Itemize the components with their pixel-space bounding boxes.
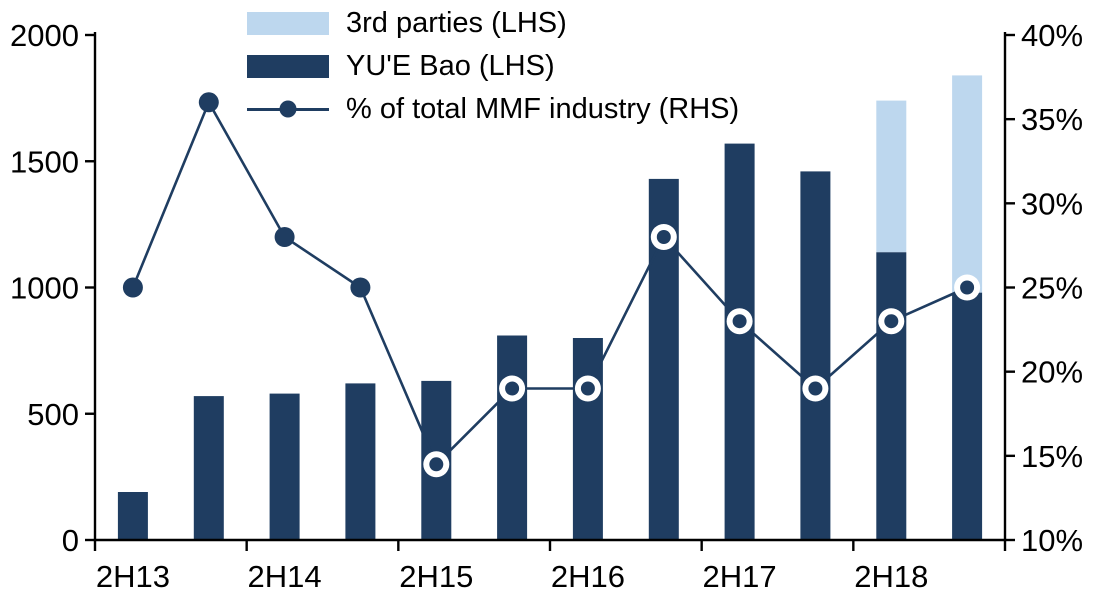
bar-yue-bao-1H14: [193, 396, 224, 540]
legend-item-pct-mmf: % of total MMF industry (RHS): [247, 92, 739, 126]
line-marker-icon: [505, 381, 520, 396]
line-marker-icon: [122, 277, 143, 298]
line-marker-icon: [350, 277, 371, 298]
right-axis-label: 25%: [1021, 271, 1083, 306]
legend-label-pct-mmf: % of total MMF industry (RHS): [346, 92, 740, 125]
line-marker-icon: [960, 280, 975, 295]
right-axis-label: 20%: [1021, 355, 1083, 390]
x-axis-label-2H18: 2H18: [854, 559, 928, 594]
x-axis-label-2H17: 2H17: [703, 559, 777, 594]
bar-yue-bao-2H18: [876, 252, 907, 540]
x-axis-label-2H14: 2H14: [248, 559, 322, 594]
bar-yue-bao-1H16: [497, 335, 528, 540]
right-axis-label: 15%: [1021, 439, 1083, 474]
line-marker-icon: [274, 227, 295, 247]
legend-label-yue-bao: YU'E Bao (LHS): [346, 49, 555, 82]
bar-yue-bao-1H15: [345, 383, 376, 540]
bar-yue-bao-2H14: [269, 393, 300, 540]
x-axis-label-2H16: 2H16: [551, 559, 625, 594]
line-marker-icon: [198, 92, 219, 113]
bar-yue-bao-2H13: [117, 492, 148, 540]
x-axis-label-2H13: 2H13: [96, 559, 170, 594]
legend-line-dot-icon: [279, 100, 297, 118]
bar-yue-bao-1H19: [952, 292, 983, 540]
right-axis-label: 40%: [1021, 18, 1083, 53]
line-marker-icon: [429, 457, 444, 472]
bar-yue-bao-2H17: [724, 143, 755, 540]
line-marker-icon: [656, 230, 671, 244]
legend-item-yue-bao: YU'E Bao (LHS): [247, 49, 739, 83]
x-axis-label-2H15: 2H15: [399, 559, 473, 594]
legend-label-3rd-parties: 3rd parties (LHS): [346, 6, 567, 39]
line-marker-icon: [808, 381, 823, 396]
line-marker-icon: [732, 314, 747, 329]
legend-swatch-yue-bao-icon: [247, 54, 329, 78]
right-axis-label: 35%: [1021, 102, 1083, 137]
line-marker-icon: [884, 314, 899, 329]
right-axis-label: 30%: [1021, 186, 1083, 221]
bar-yue-bao-1H18: [800, 171, 831, 540]
left-axis-label: 1500: [10, 144, 79, 179]
chart-legend: 3rd parties (LHS) YU'E Bao (LHS) % of to…: [247, 6, 739, 126]
legend-item-3rd-parties: 3rd parties (LHS): [247, 6, 739, 40]
legend-line-sample-icon: [247, 100, 329, 118]
left-axis-label: 2000: [10, 18, 79, 53]
bar-yue-bao-2H16: [572, 338, 603, 540]
right-axis-label: 10%: [1021, 523, 1083, 558]
left-axis-label: 500: [27, 397, 79, 432]
legend-swatch-3rd-parties-icon: [247, 11, 329, 35]
line-marker-icon: [580, 381, 595, 396]
bar-3rd-parties-1H19: [952, 75, 983, 293]
left-axis-label: 0: [62, 523, 79, 558]
bar-3rd-parties-2H18: [876, 100, 907, 253]
left-axis-label: 1000: [10, 271, 79, 306]
pct-mmf-line: [131, 99, 968, 467]
